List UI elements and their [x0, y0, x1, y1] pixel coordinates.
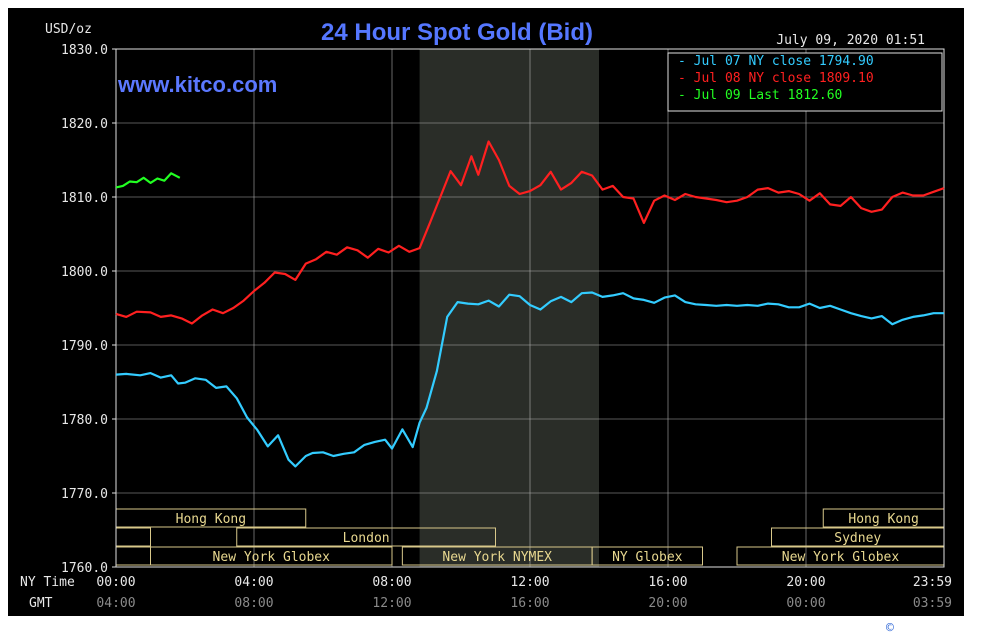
plot-frame: [115, 48, 945, 568]
series-line-2: [115, 140, 945, 325]
legend: - Jul 07 NY close 1794.90 - Jul 08 NY clo…: [678, 54, 874, 103]
y-tick-label: 1790.0: [61, 339, 108, 354]
x-tick-label-gmt: 03:59: [913, 596, 952, 611]
market-session-label: Hong Kong: [176, 512, 246, 527]
x-tick-label-ny: 23:59: [913, 575, 952, 590]
market-session-label: London: [343, 531, 390, 546]
market-session-box: [591, 546, 703, 566]
corner-copyright-mark: ©: [886, 621, 894, 635]
market-session-label: NY Globex: [612, 550, 683, 565]
legend-entry-1: - Jul 07 NY close 1794.90: [678, 54, 874, 69]
legend-entry-2: - Jul 08 NY close 1809.10: [678, 71, 874, 86]
market-session-label: New York Globex: [782, 550, 900, 565]
market-session-label: Sydney: [834, 531, 881, 546]
gmt-row-label: GMT: [29, 596, 53, 611]
x-tick-label-gmt: 16:00: [510, 596, 549, 611]
market-session-bars: Hong Kong Hong Kong London Sydney New York G…: [115, 508, 945, 566]
x-tick-label-ny: 16:00: [648, 575, 687, 590]
unit-label: USD/oz: [45, 22, 92, 37]
x-tick-label-gmt: 08:00: [234, 596, 273, 611]
y-axis-ticks: 1830.0 1820.0 1810.0 1800.0 1790.0 1780.0 1770…: [61, 43, 116, 576]
x-tick-label-gmt: 20:00: [648, 596, 687, 611]
y-tick-label: 1830.0: [61, 43, 108, 58]
legend-box: [667, 52, 943, 112]
market-session-label: New York NYMEX: [442, 550, 552, 565]
y-tick-label: 1770.0: [61, 487, 108, 502]
y-tick-label: 1820.0: [61, 117, 108, 132]
x-axis-ticks: 00:00 04:00 08:00 12:00 16:00 20:00 23:59 04:00…: [96, 575, 952, 611]
x-tick-label-ny: 20:00: [786, 575, 825, 590]
chart-title: 24 Hour Spot Gold (Bid): [321, 19, 593, 46]
y-tick-label: 1780.0: [61, 413, 108, 428]
market-session-box: [150, 546, 393, 566]
shaded-session-region: [419, 49, 599, 567]
x-tick-label-ny: 00:00: [96, 575, 135, 590]
grid-lines: [116, 49, 944, 567]
ny-time-row-label: NY Time: [20, 575, 75, 590]
legend-entry-3: - Jul 09 Last 1812.60: [678, 88, 842, 103]
x-tick-label-ny: 04:00: [234, 575, 273, 590]
market-session-label: New York Globex: [213, 550, 331, 565]
x-tick-label-ny: 12:00: [510, 575, 549, 590]
website-label: www.kitco.com: [117, 72, 277, 97]
series-lines: [115, 140, 945, 468]
x-tick-label-gmt: 04:00: [96, 596, 135, 611]
market-session-label: Hong Kong: [848, 512, 918, 527]
x-tick-label-gmt: 00:00: [786, 596, 825, 611]
market-session-box: [236, 527, 496, 547]
series-line-3: [115, 172, 181, 189]
y-tick-label: 1760.0: [61, 561, 108, 576]
date-label: July 09, 2020 01:51: [776, 33, 925, 48]
y-tick-label: 1810.0: [61, 191, 108, 206]
series-line-1: [115, 291, 944, 468]
x-tick-label-gmt: 12:00: [372, 596, 411, 611]
x-tick-label-ny: 08:00: [372, 575, 411, 590]
y-tick-label: 1800.0: [61, 265, 108, 280]
